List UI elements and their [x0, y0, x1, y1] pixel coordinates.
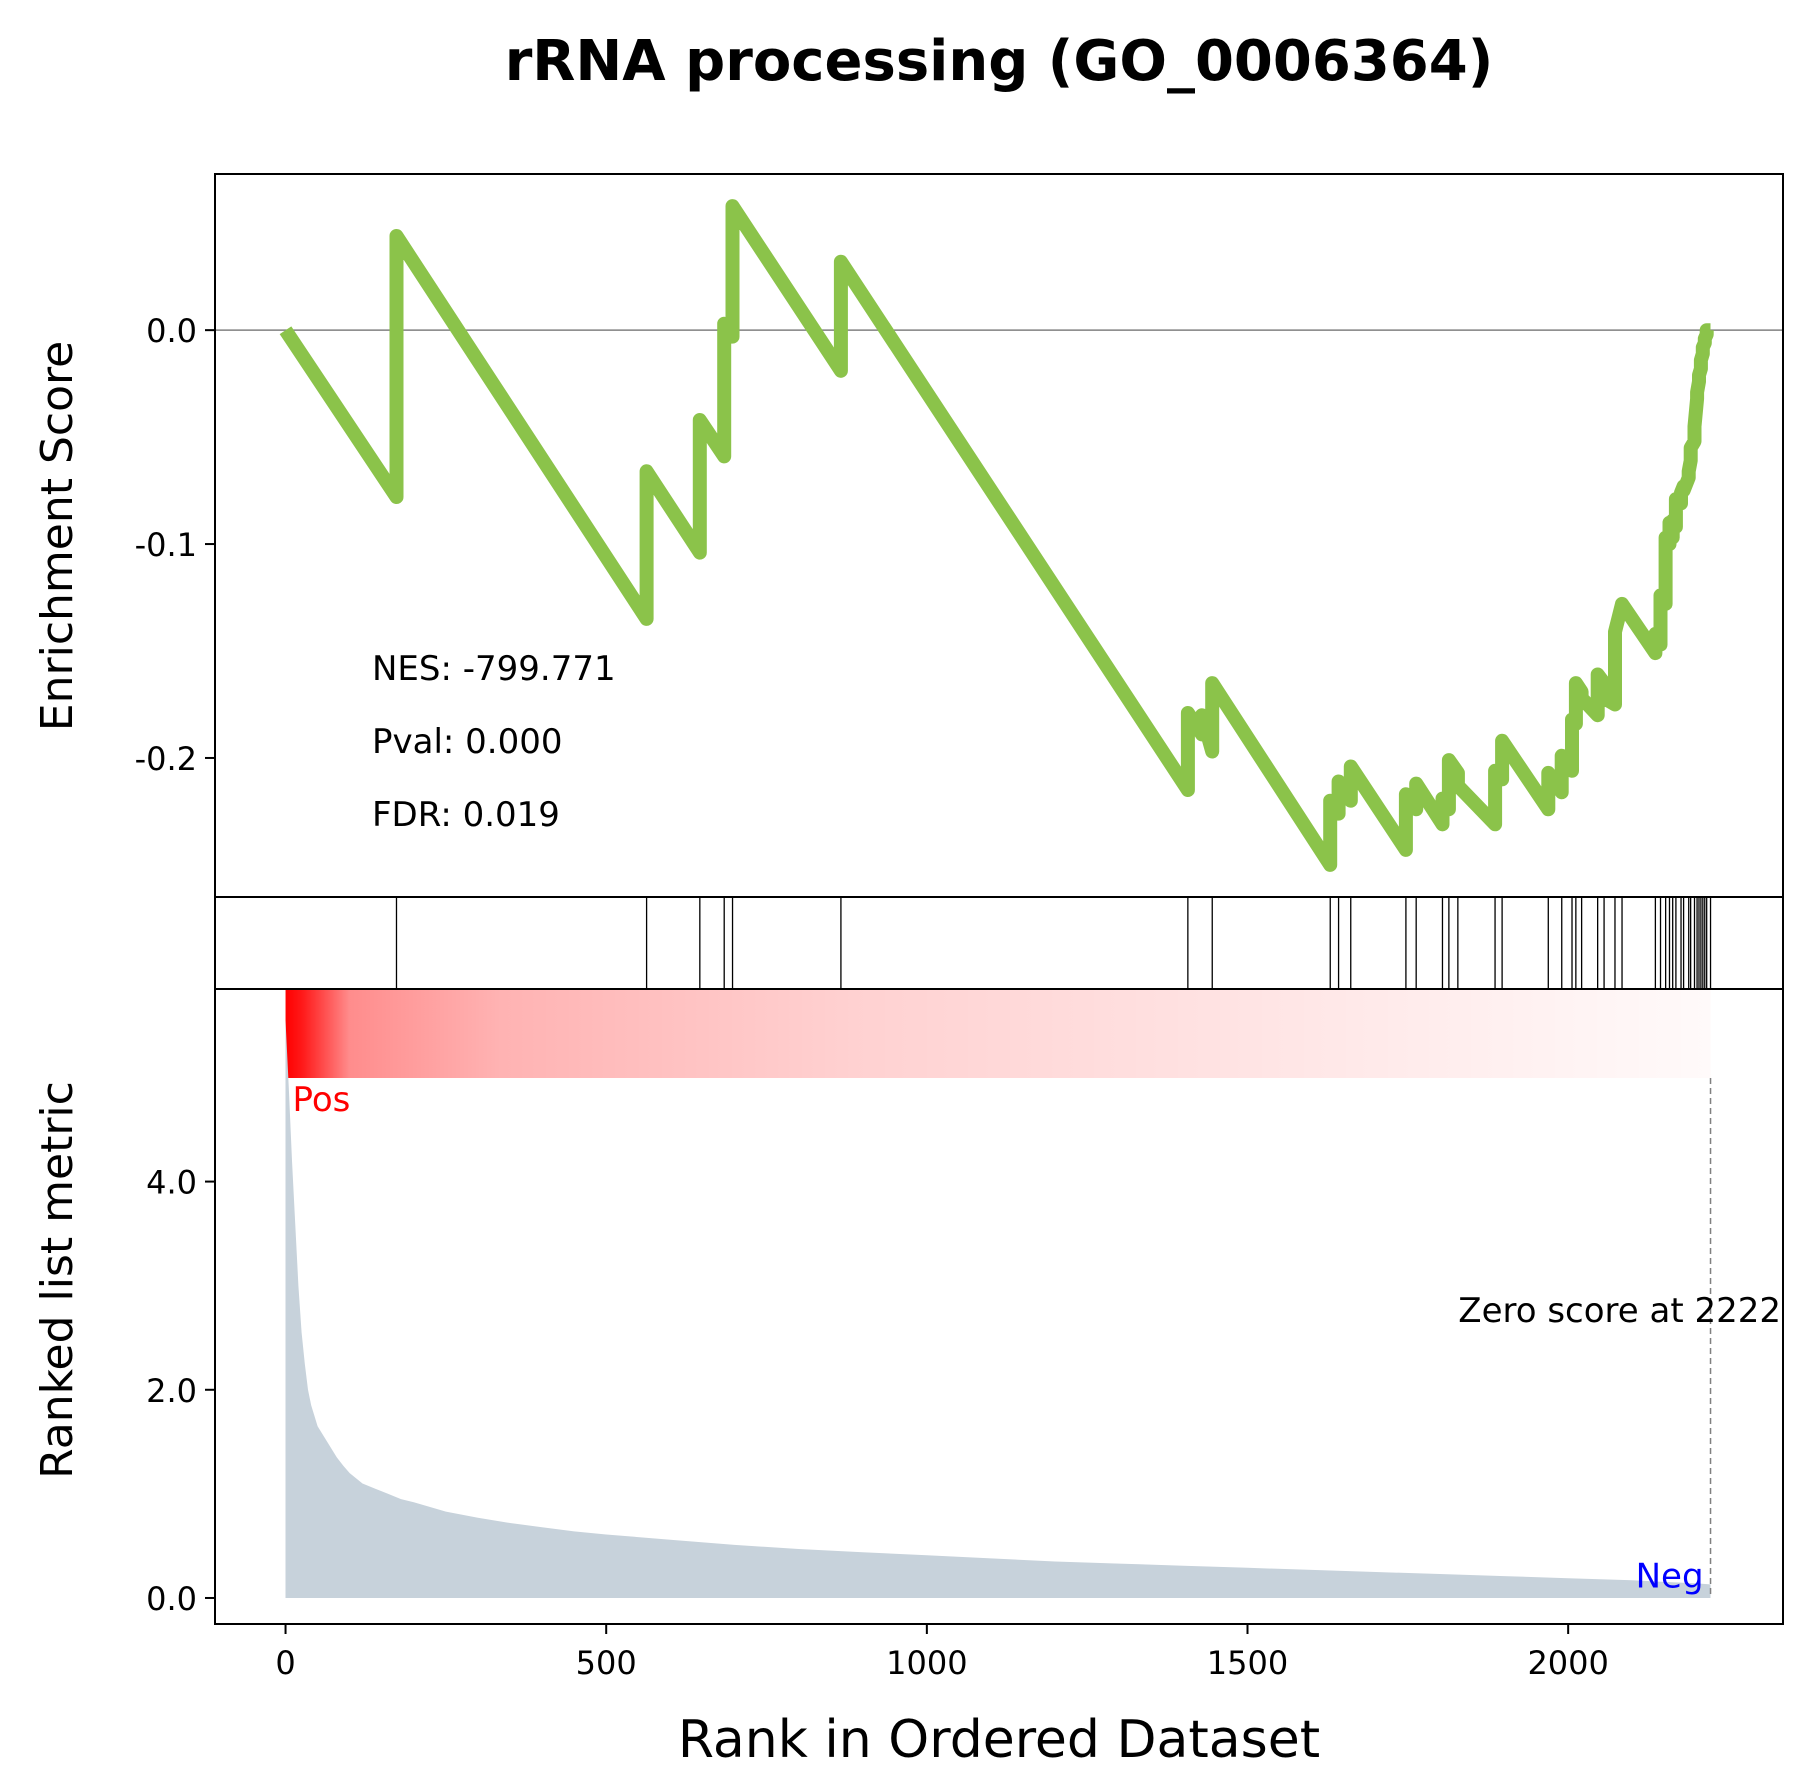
- rank-heatmap-bar: [285, 989, 1711, 1078]
- es-y-ticks: 0.0 -0.1 -0.2: [135, 312, 215, 778]
- chart-title: rRNA processing (GO_0006364): [505, 29, 1494, 94]
- hit-lines: [395, 897, 1712, 989]
- es-y-axis-label: Enrichment Score: [32, 341, 83, 731]
- rank-y-axis-label: Ranked list metric: [32, 1081, 83, 1479]
- es-line: [279, 199, 1714, 872]
- x-axis-ticks: 0 500 1000 1500 2000: [275, 1624, 1609, 1682]
- neg-label: Neg: [1636, 1557, 1704, 1597]
- rank-y-tick-label: 4.0: [146, 1164, 197, 1202]
- fdr-annotation: FDR: 0.019: [372, 795, 560, 835]
- es-panel: 0.0 -0.1 -0.2 Enrichment Score NES: -799.7…: [32, 173, 1784, 898]
- rank-panel: Zero score at 2222 Pos Neg 0.0 2.0 4.0 Ran…: [32, 988, 1784, 1625]
- x-tick-label: 2000: [1527, 1644, 1608, 1682]
- x-axis-label: Rank in Ordered Dataset: [678, 1710, 1320, 1770]
- es-y-tick-label: -0.2: [135, 740, 197, 778]
- ranked-metric-area: [285, 1020, 1711, 1598]
- x-tick-label: 500: [576, 1644, 637, 1682]
- x-tick-label: 0: [275, 1644, 295, 1682]
- rank-y-tick-label: 0.0: [146, 1580, 197, 1618]
- x-tick-label: 1000: [886, 1644, 967, 1682]
- es-y-tick-label: 0.0: [146, 312, 197, 350]
- pval-annotation: Pval: 0.000: [372, 722, 563, 762]
- pos-label: Pos: [293, 1080, 351, 1120]
- zero-score-label: Zero score at 2222: [1458, 1291, 1781, 1331]
- rank-panel-frame: [214, 988, 1784, 1625]
- rank-y-ticks: 0.0 2.0 4.0: [146, 1164, 215, 1618]
- x-tick-label: 1500: [1207, 1644, 1288, 1682]
- hits-panel: [214, 896, 1784, 990]
- rank-y-tick-label: 2.0: [146, 1372, 197, 1410]
- nes-annotation: NES: -799.771: [372, 649, 616, 689]
- es-y-tick-label: -0.1: [135, 526, 197, 564]
